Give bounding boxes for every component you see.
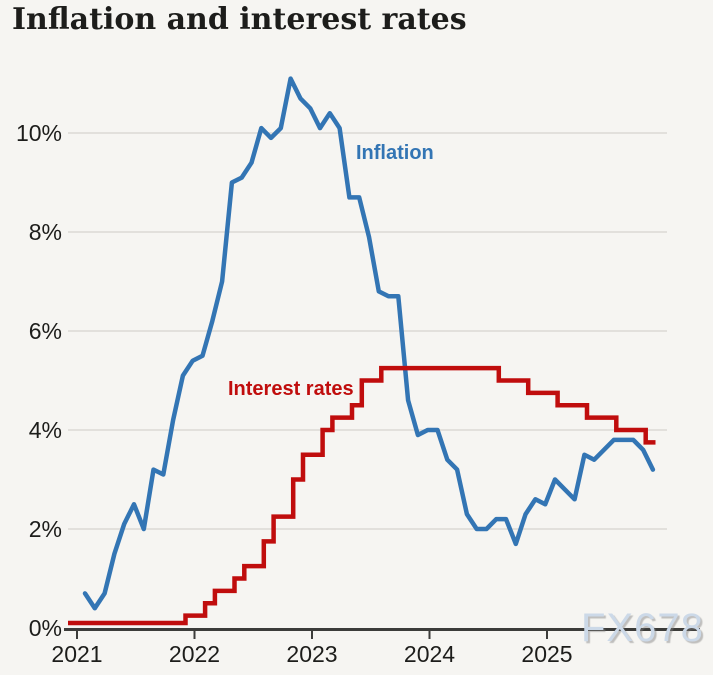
y-tick-label-0%: 0% bbox=[28, 615, 62, 641]
y-tick-label-4%: 4% bbox=[28, 417, 62, 443]
x-tick-label-2022: 2022 bbox=[168, 641, 221, 667]
y-tick-label-2%: 2% bbox=[28, 516, 62, 542]
y-tick-label-10%: 10% bbox=[15, 120, 62, 146]
y-tick-label-8%: 8% bbox=[28, 219, 62, 245]
x-tick-label-2025: 2025 bbox=[521, 641, 573, 667]
watermark: FX678 bbox=[581, 606, 704, 650]
x-tick-label-2024: 2024 bbox=[403, 641, 456, 667]
x-tick-label-2021: 2021 bbox=[51, 641, 103, 667]
x-tick-label-2023: 2023 bbox=[286, 641, 338, 667]
chart-title: Inflation and interest rates bbox=[12, 2, 467, 37]
y-tick-label-6%: 6% bbox=[28, 318, 62, 344]
inflation-line bbox=[82, 76, 656, 611]
interest-rates-series-label: Interest rates bbox=[228, 378, 354, 400]
inflation-series-label: Inflation bbox=[356, 142, 434, 164]
interest-rates-line bbox=[68, 365, 656, 626]
